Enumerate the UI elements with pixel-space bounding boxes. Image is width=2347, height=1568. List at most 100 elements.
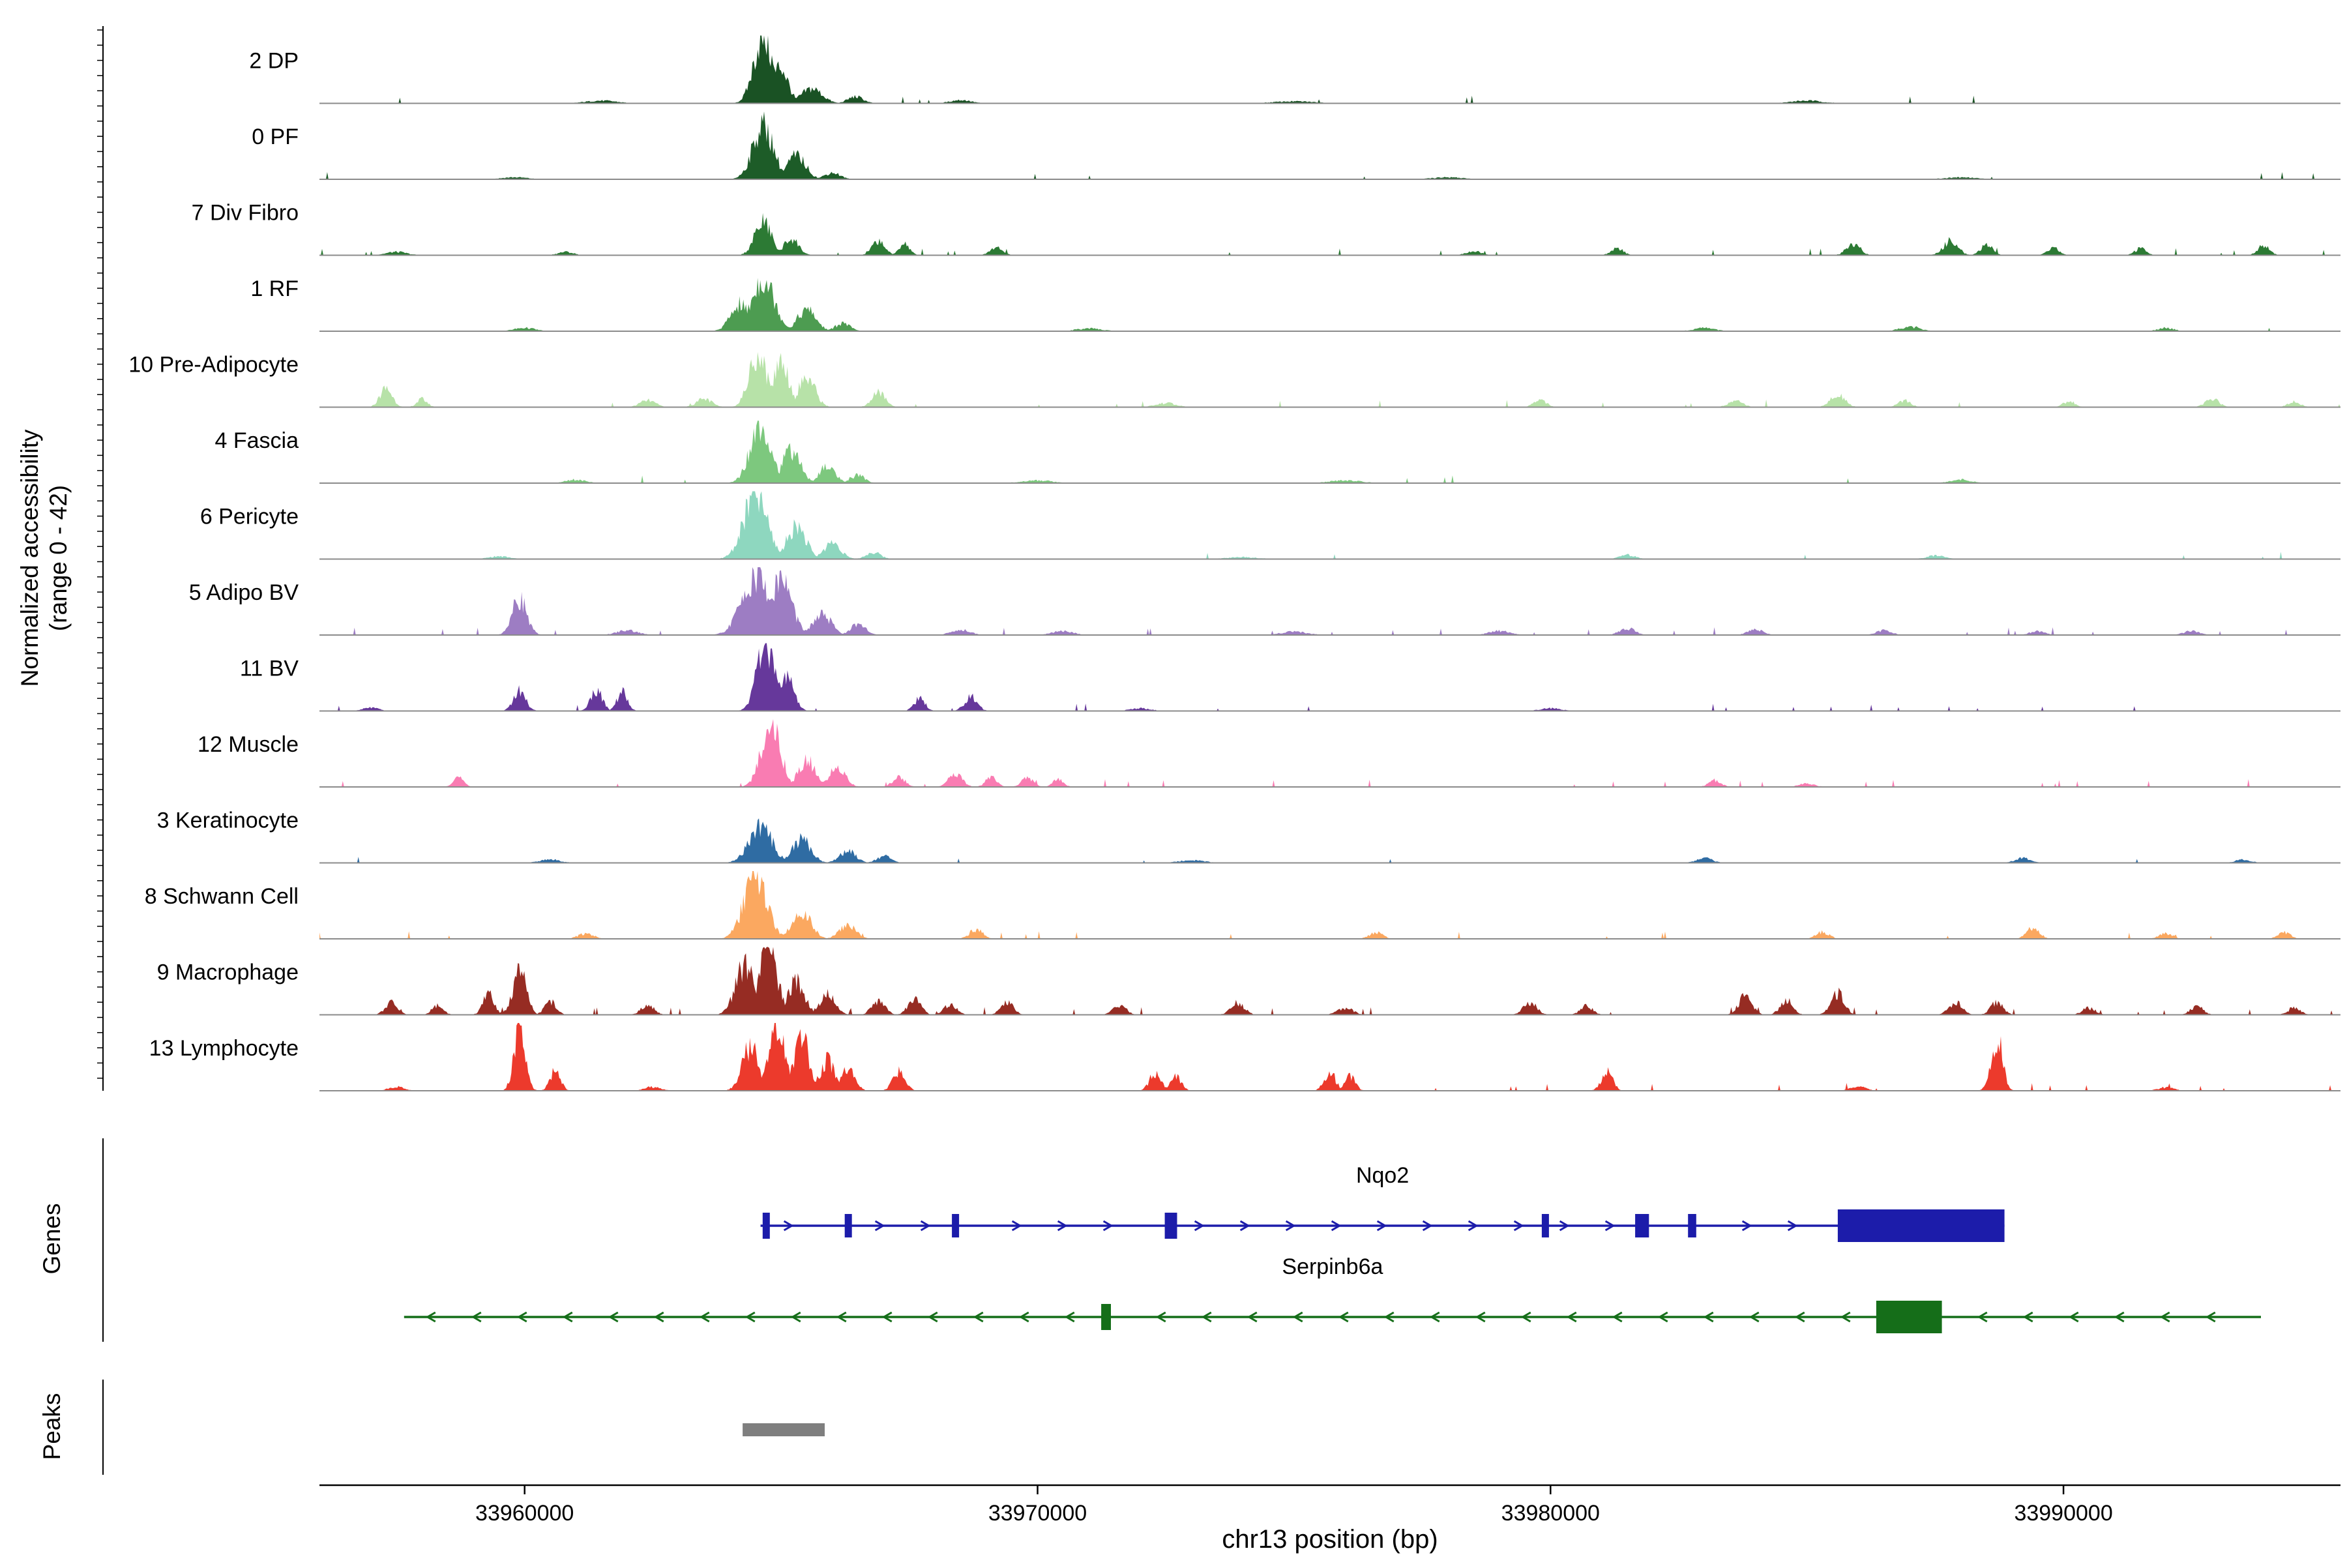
track-label: 0 PF	[252, 125, 299, 149]
strand-arrow-icon	[1018, 1311, 1029, 1323]
gene-exon	[1164, 1213, 1177, 1239]
strand-arrow-icon	[1239, 1220, 1250, 1232]
strand-arrow-icon	[1787, 1220, 1798, 1232]
track-label: 2 DP	[249, 49, 299, 74]
track-label: 3 Keratinocyte	[157, 808, 299, 833]
strand-arrow-icon	[745, 1311, 756, 1323]
strand-arrow-icon	[2159, 1311, 2170, 1323]
x-axis-tick-label: 33970000	[988, 1501, 1087, 1526]
strand-arrow-icon	[1612, 1311, 1623, 1323]
track-signal	[319, 871, 2340, 939]
x-axis-tick-label: 33960000	[475, 1501, 574, 1526]
track-label: 12 Muscle	[198, 732, 299, 757]
strand-arrow-icon	[1155, 1311, 1166, 1323]
strand-arrow-icon	[1657, 1311, 1668, 1323]
track-row-5-adipo-bv: 5 Adipo BV	[189, 567, 2340, 636]
x-axis-tick-label: 33980000	[1501, 1501, 1600, 1526]
x-axis-title: chr13 position (bp)	[1222, 1525, 1438, 1554]
track-row-12-muscle: 12 Muscle	[198, 719, 2340, 788]
track-signal	[319, 491, 2340, 559]
gene-exon	[762, 1213, 770, 1239]
x-axis: 33960000 33970000 33980000 33990000	[319, 1484, 2340, 1526]
strand-arrow-icon	[1102, 1220, 1114, 1232]
accessibility-tracks: 2 DP 0 PF 7 Div Fibro 1 RF 10 Pre-Adipocyte 4…	[97, 26, 2340, 1091]
strand-arrow-icon	[920, 1220, 931, 1232]
strand-arrow-icon	[1741, 1220, 1752, 1232]
strand-arrow-icon	[1057, 1220, 1068, 1232]
peaks-track	[102, 1380, 825, 1475]
strand-arrow-icon	[1247, 1311, 1258, 1323]
track-row-4-fascia: 4 Fascia	[215, 421, 2340, 484]
strand-arrow-icon	[2205, 1311, 2216, 1323]
strand-arrow-icon	[608, 1311, 619, 1323]
strand-arrow-icon	[790, 1311, 801, 1323]
track-signal	[319, 947, 2340, 1015]
strand-arrow-icon	[471, 1311, 482, 1323]
y-axis-label-line1: Normalized accessibility	[16, 429, 43, 687]
strand-arrow-icon	[1794, 1311, 1805, 1323]
track-signal	[319, 35, 2340, 104]
track-row-3-keratinocyte: 3 Keratinocyte	[157, 808, 2340, 864]
strand-arrow-icon	[874, 1220, 885, 1232]
gene-name-label: Serpinb6a	[1282, 1254, 1383, 1279]
gene-exon	[844, 1214, 852, 1237]
x-axis-tick-label: 33990000	[2014, 1501, 2112, 1526]
gene-exon	[1541, 1214, 1549, 1237]
strand-arrow-icon	[1383, 1311, 1395, 1323]
gene-models: Nqo2 Serpinb6a	[102, 1138, 2261, 1342]
track-label: 4 Fascia	[215, 428, 299, 453]
gene-name-label: Nqo2	[1356, 1163, 1409, 1188]
track-label: 9 Macrophage	[157, 960, 299, 985]
track-row-10-pre-adipocyte: 10 Pre-Adipocyte	[128, 352, 2340, 408]
track-signal	[319, 352, 2340, 407]
strand-arrow-icon	[653, 1311, 664, 1323]
strand-arrow-icon	[1011, 1220, 1022, 1232]
gene-exon	[1635, 1214, 1649, 1237]
track-label: 13 Lymphocyte	[149, 1036, 299, 1061]
peaks-section-label: Peaks	[38, 1393, 65, 1460]
strand-arrow-icon	[836, 1311, 847, 1323]
gene-model-serpinb6a: Serpinb6a	[404, 1254, 2261, 1333]
track-label: 7 Div Fibro	[192, 201, 299, 226]
track-row-2-dp: 2 DP	[249, 35, 2340, 104]
strand-arrow-icon	[1513, 1220, 1524, 1232]
strand-arrow-icon	[1566, 1311, 1577, 1323]
strand-arrow-icon	[1703, 1311, 1714, 1323]
strand-arrow-icon	[1194, 1220, 1205, 1232]
strand-arrow-icon	[1422, 1220, 1433, 1232]
strand-arrow-icon	[927, 1311, 938, 1323]
track-row-1-rf: 1 RF	[250, 276, 2340, 332]
strand-arrow-icon	[699, 1311, 710, 1323]
strand-arrow-icon	[1559, 1220, 1570, 1232]
track-label: 11 BV	[240, 657, 299, 681]
gene-model-nqo2: Nqo2	[760, 1163, 2005, 1242]
strand-arrow-icon	[1201, 1311, 1212, 1323]
track-row-13-lymphocyte: 13 Lymphocyte	[149, 1023, 2340, 1091]
strand-arrow-icon	[1064, 1311, 1075, 1323]
strand-arrow-icon	[1285, 1220, 1296, 1232]
track-label: 6 Pericyte	[200, 505, 299, 529]
strand-arrow-icon	[516, 1311, 527, 1323]
strand-arrow-icon	[1338, 1311, 1349, 1323]
gene-exon	[1688, 1214, 1696, 1237]
strand-arrow-icon	[783, 1220, 794, 1232]
strand-arrow-icon	[1749, 1311, 1760, 1323]
gene-exon	[1837, 1209, 2005, 1242]
strand-arrow-icon	[1429, 1311, 1440, 1323]
gene-exon	[1101, 1304, 1111, 1330]
track-row-0-pf: 0 PF	[252, 111, 2340, 180]
strand-arrow-icon	[1292, 1311, 1303, 1323]
strand-arrow-icon	[425, 1311, 436, 1323]
track-row-8-schwann-cell: 8 Schwann Cell	[145, 871, 2340, 939]
strand-arrow-icon	[1604, 1220, 1616, 1232]
strand-arrow-icon	[562, 1311, 573, 1323]
strand-arrow-icon	[1520, 1311, 1531, 1323]
strand-arrow-icon	[1977, 1311, 1988, 1323]
strand-arrow-icon	[1376, 1220, 1387, 1232]
track-signal	[319, 421, 2340, 483]
track-signal	[319, 567, 2340, 635]
track-row-6-pericyte: 6 Pericyte	[200, 491, 2340, 560]
track-signal	[319, 643, 2340, 711]
